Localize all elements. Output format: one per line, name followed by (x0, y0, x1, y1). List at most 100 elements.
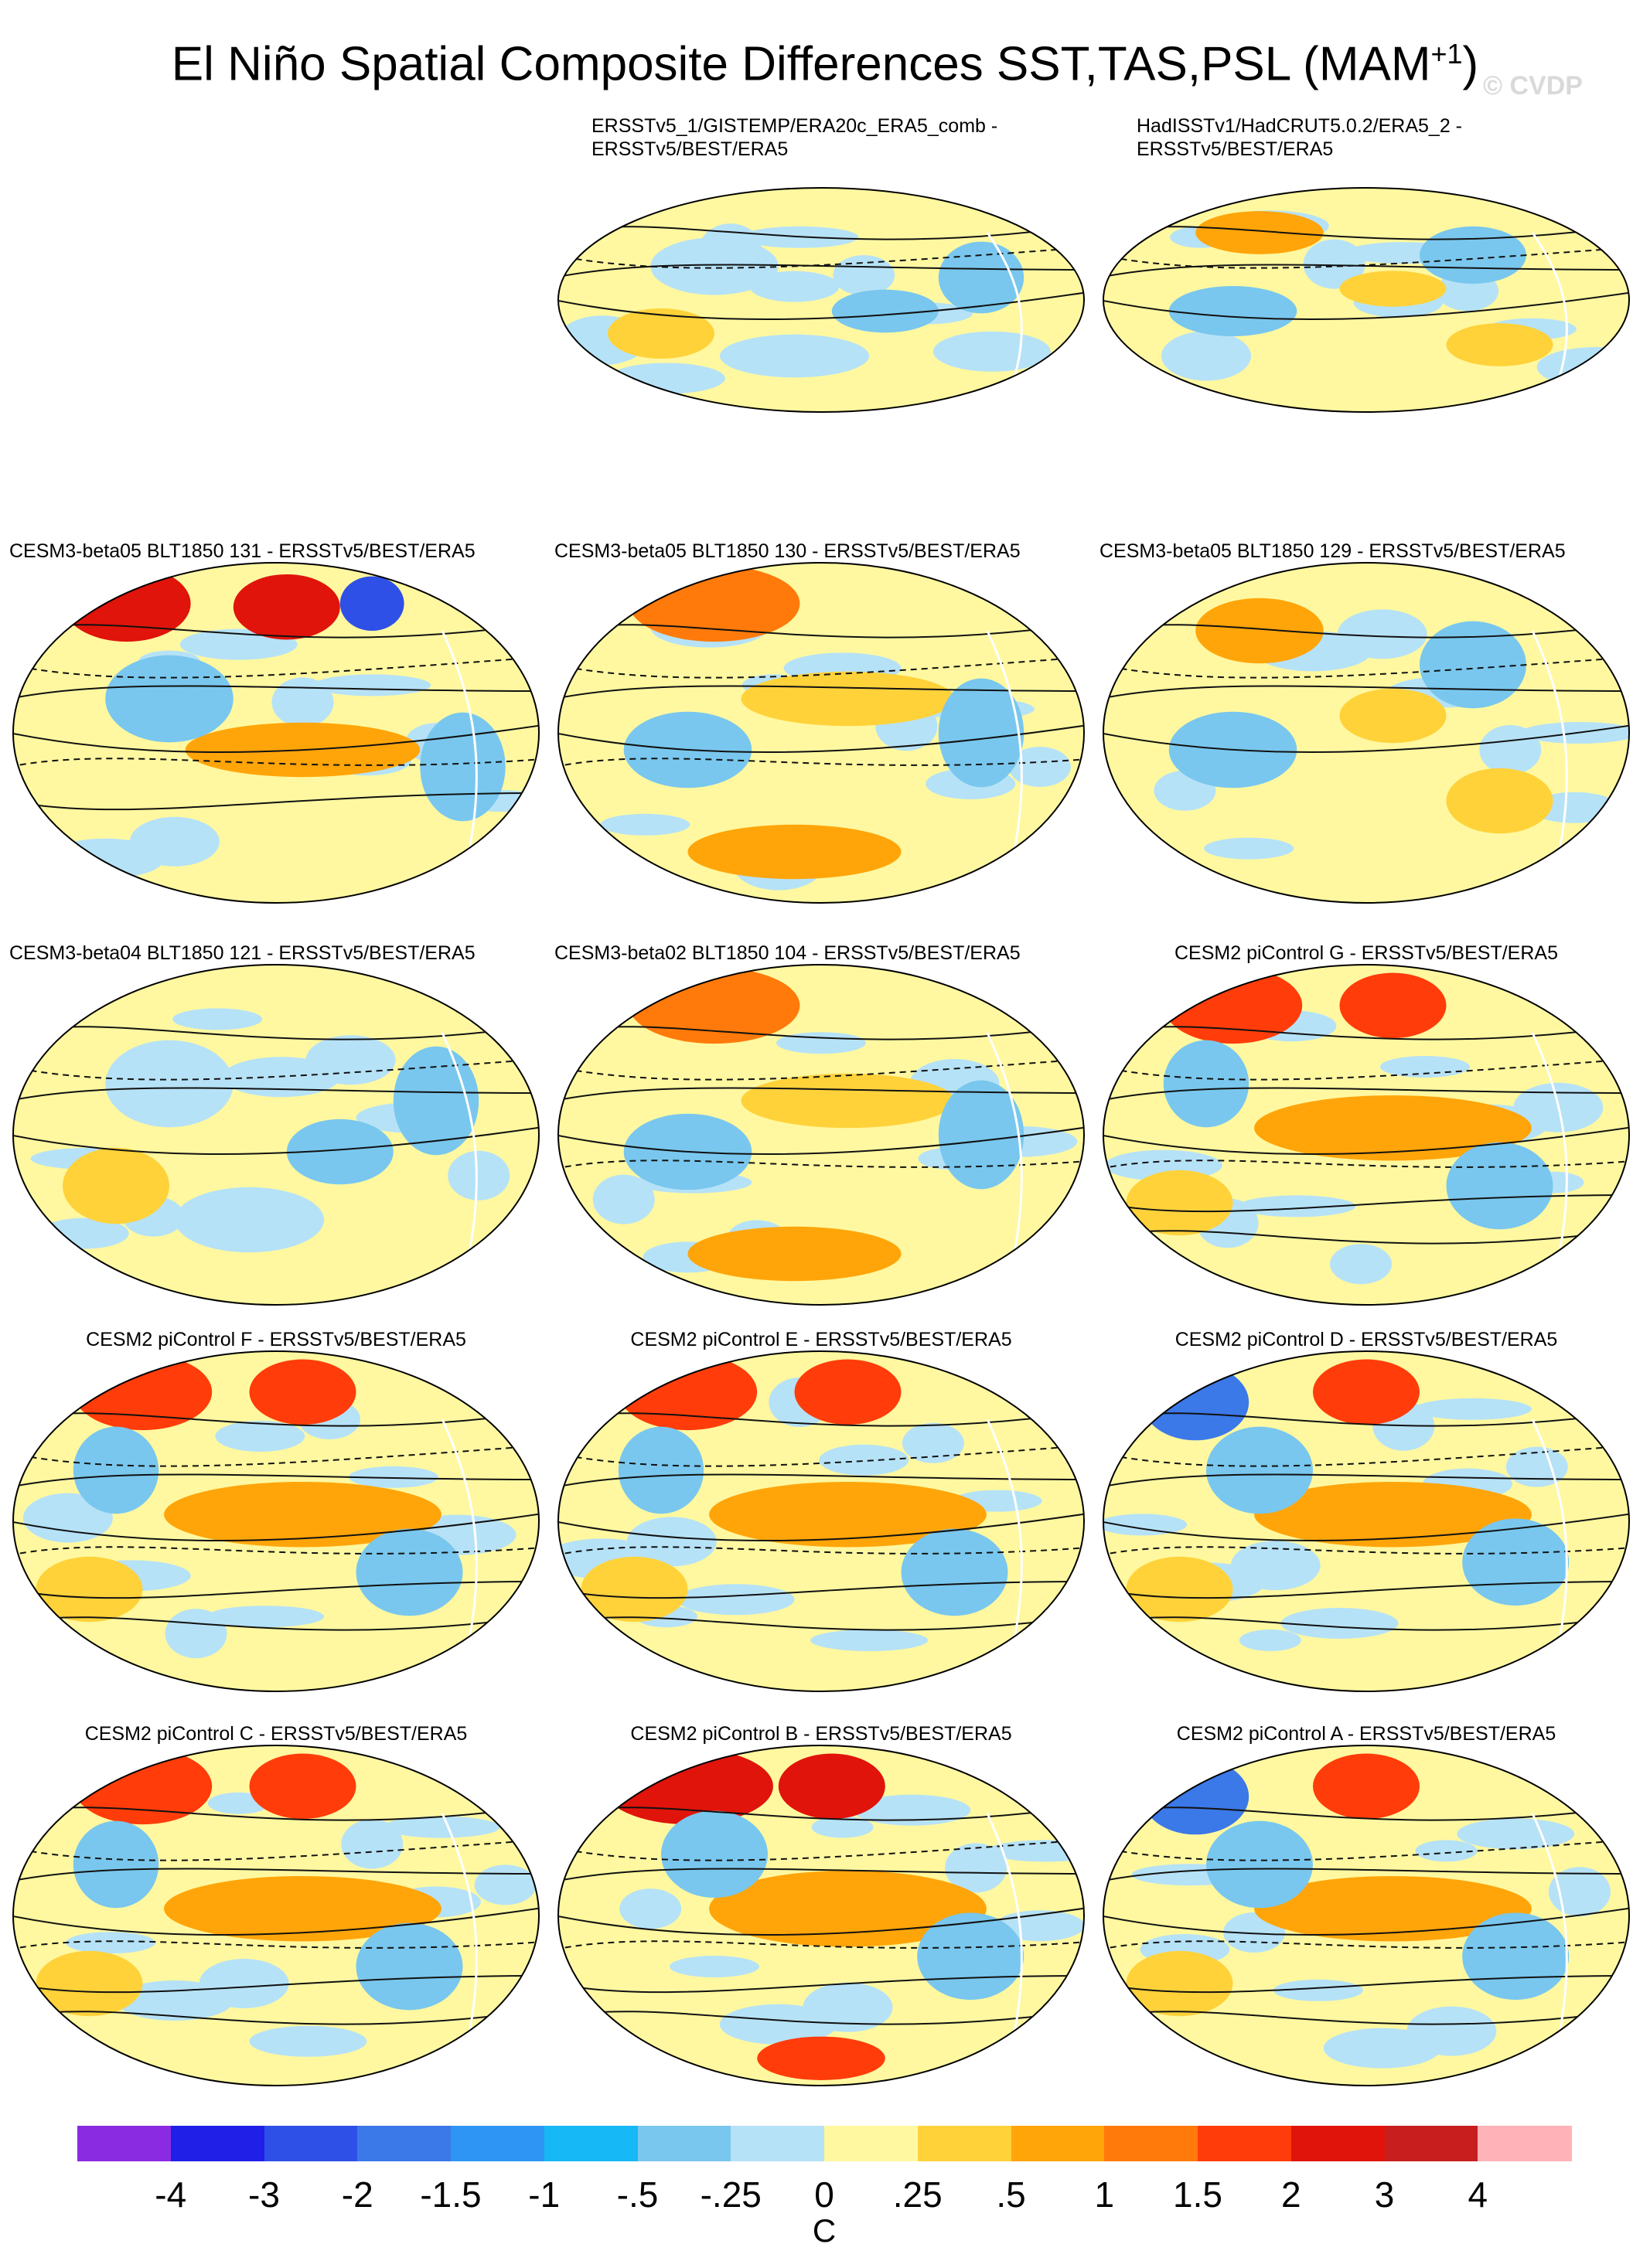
colorbar-swatch (1384, 2126, 1478, 2161)
anomaly-patch (803, 1982, 893, 2032)
anomaly-patch (1415, 1840, 1478, 1862)
psl-contour (13, 724, 539, 753)
psl-contour (1103, 1975, 1629, 1994)
anomaly-patch (1238, 1195, 1356, 1217)
anomaly-patch (1195, 211, 1324, 254)
anomaly-patch (356, 1922, 463, 2011)
psl-contour (1103, 2009, 1629, 2025)
panel-title: CESM3-beta05 BLT1850 130 - ERSSTv5/BEST/… (554, 540, 1088, 563)
psl-contour (558, 1975, 1084, 1994)
globe-outline (1103, 1745, 1630, 2086)
colorbar-tick-label: -1 (528, 2174, 561, 2215)
psl-contour (1103, 1126, 1629, 1155)
globe-map (12, 964, 540, 1306)
anomaly-patch (1126, 1170, 1233, 1236)
anomaly-patch (1239, 1629, 1301, 1651)
anomaly-patch (1313, 1753, 1420, 1820)
colorbar-swatch (824, 2126, 919, 2161)
globe-map (557, 1745, 1085, 2086)
colorbar-tick-label: -4 (155, 2174, 187, 2215)
map-panel: CESM3-beta05 BLT1850 129 - ERSSTv5/BEST/… (1099, 540, 1633, 911)
anomaly-patch (602, 1748, 773, 1825)
anomaly-patch (206, 1606, 325, 1628)
panel-title: CESM2 piControl A - ERSSTv5/BEST/ERA5 (1099, 1722, 1633, 1745)
anomaly-patch (474, 1864, 537, 1905)
colorbar-tick-label: -2 (341, 2174, 373, 2215)
psl-contour (1103, 1473, 1629, 1488)
colorbar-swatch (637, 2126, 731, 2161)
colorbar-tick-label: .5 (996, 2174, 1026, 2215)
anomaly-patch (687, 824, 902, 880)
panel-title: CESM3-beta04 BLT1850 121 - ERSSTv5/BEST/… (9, 942, 543, 965)
map-panel: CESM2 piControl D - ERSSTv5/BEST/ERA5 (1099, 1328, 1633, 1699)
globe-map (557, 964, 1085, 1306)
anomaly-patch (650, 237, 779, 295)
psl-contour (1103, 1907, 1629, 1936)
globe-outline (12, 562, 540, 904)
coastline (1531, 630, 1568, 870)
anomaly-patch (1142, 1758, 1249, 1835)
globe-map (1103, 187, 1630, 413)
anomaly-patch (776, 1032, 866, 1054)
psl-contour (13, 1473, 539, 1488)
anomaly-patch (945, 1843, 1007, 1893)
globe-map (1103, 1745, 1630, 2086)
colorbar-tick-label: -1.5 (420, 2174, 482, 2215)
anomaly-patch (1339, 271, 1447, 307)
anomaly-patch (1126, 1556, 1233, 1623)
anomaly-patch (608, 308, 714, 359)
map-panel: CESM2 piControl C - ERSSTv5/BEST/ERA5 (9, 1722, 543, 2093)
globe-map (12, 562, 540, 904)
map-panel: CESM2 piControl E - ERSSTv5/BEST/ERA5 (554, 1328, 1088, 1699)
anomaly-patch (1446, 768, 1553, 834)
coastline (986, 1032, 1023, 1272)
anomaly-patch (741, 671, 955, 727)
anomaly-patch (901, 1528, 1008, 1616)
coastline (441, 1032, 478, 1272)
panel-title: ERSSTv5_1/GISTEMP/ERA20c_ERA5_comb - ERSS… (554, 114, 1088, 161)
anomaly-patch (938, 678, 1024, 788)
psl-contour (13, 1087, 539, 1102)
psl-contour (1103, 1513, 1629, 1541)
psl-contour (558, 264, 1084, 278)
anomaly-patch (36, 1950, 143, 2017)
anomaly-patch (1206, 1426, 1313, 1514)
anomaly-patch (709, 1481, 987, 1548)
coastline (1531, 1813, 1568, 2052)
coastline (986, 232, 1023, 390)
panel-title-line: ERSSTv5/BEST/ERA5 (1137, 138, 1334, 160)
anomaly-patch (831, 289, 939, 333)
anomaly-patch (164, 1481, 441, 1548)
psl-contour (13, 1975, 539, 1994)
globe-outline (557, 964, 1085, 1306)
colorbar-tick-label: 4 (1468, 2174, 1488, 2215)
anomaly-patch (174, 1187, 325, 1253)
map-panel: CESM2 piControl G - ERSSTv5/BEST/ERA5 (1099, 942, 1633, 1313)
psl-contour (13, 792, 539, 811)
coastline (986, 630, 1023, 870)
anomaly-patch (63, 1147, 169, 1224)
colorbar-swatch (77, 2126, 172, 2161)
colorbar-swatch (1011, 2126, 1105, 2161)
colorbar-tick-label: 2 (1280, 2174, 1301, 2215)
psl-contour (13, 1581, 539, 1599)
colorbar-swatch (1290, 2126, 1385, 2161)
psl-contour (558, 1581, 1084, 1599)
colorbar-tick-label: 0 (814, 2174, 834, 2215)
figure-title-superscript: +1 (1430, 38, 1463, 70)
anomaly-patch (1339, 972, 1447, 1039)
anomaly-patch (1420, 226, 1526, 284)
watermark: © CVDP (1483, 71, 1583, 100)
anomaly-patch (341, 1819, 404, 1869)
map-panel: CESM2 piControl B - ERSSTv5/BEST/ERA5 (554, 1722, 1088, 2093)
panel-title: CESM2 piControl C - ERSSTv5/BEST/ERA5 (9, 1722, 543, 1745)
panel-title: CESM3-beta05 BLT1850 129 - ERSSTv5/BEST/… (1099, 540, 1633, 563)
map-panel: CESM2 piControl F - ERSSTv5/BEST/ERA5 (9, 1328, 543, 1699)
anomaly-patch (165, 1609, 227, 1659)
coastline (1531, 232, 1568, 390)
panel-title-line: CESM2 piControl E - ERSSTv5/BEST/ERA5 (630, 1329, 1012, 1350)
colorbar-swatch (1104, 2126, 1198, 2161)
colorbar-swatch (917, 2126, 1011, 2161)
globe-map (1103, 1350, 1630, 1692)
coastline (986, 1813, 1023, 2052)
